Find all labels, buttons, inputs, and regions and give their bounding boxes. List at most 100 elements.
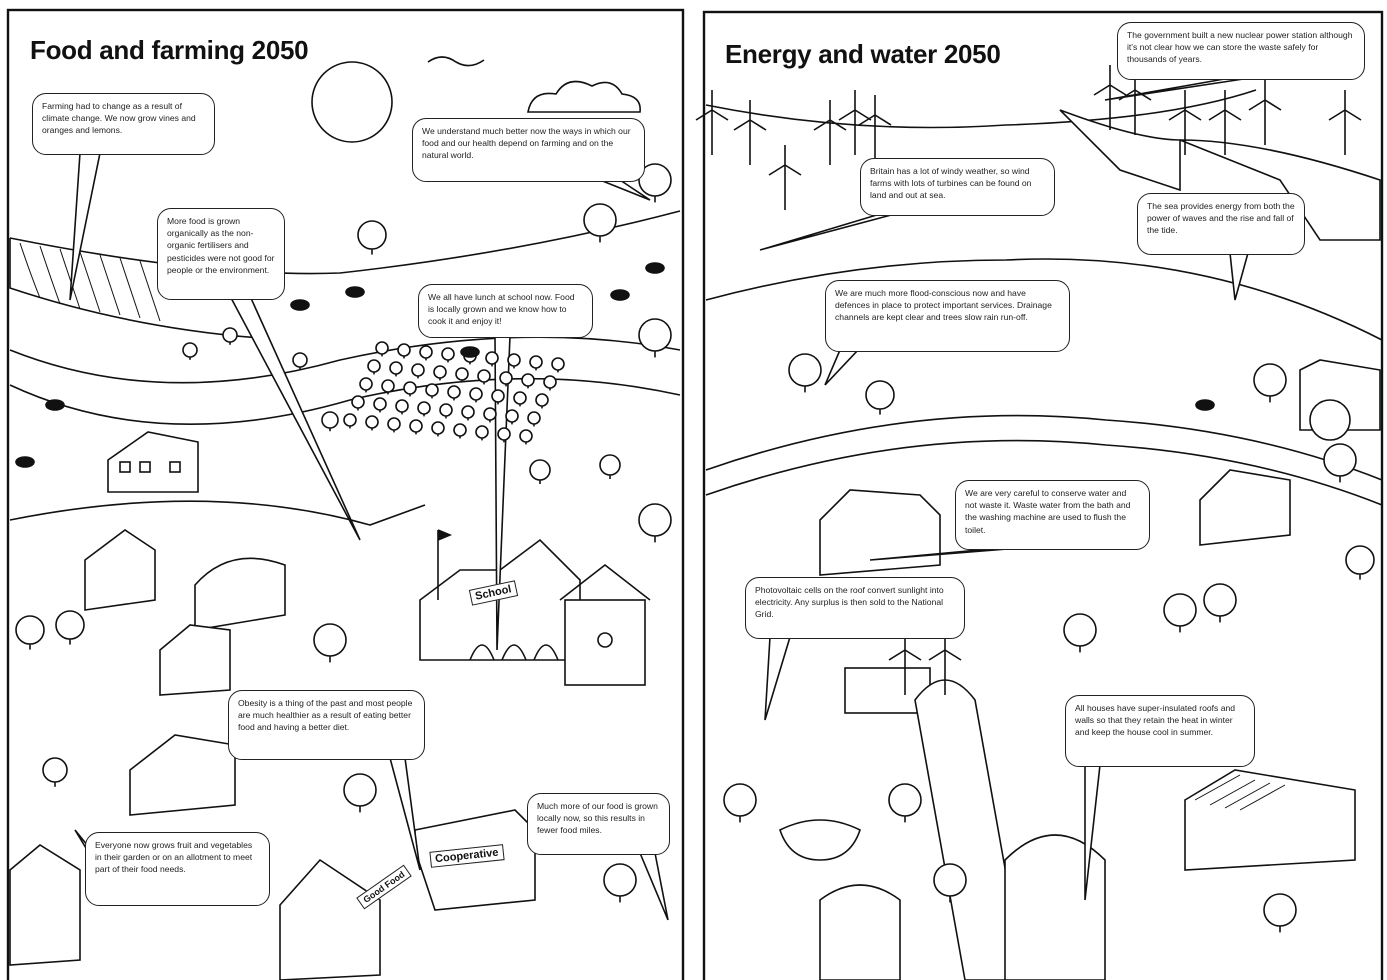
cow bbox=[291, 300, 309, 310]
speech-bubble: More food is grown organically as the no… bbox=[157, 208, 285, 300]
speech-bubble: We are much more flood-conscious now and… bbox=[825, 280, 1070, 352]
tree bbox=[470, 388, 482, 400]
tree bbox=[462, 406, 474, 418]
tree bbox=[1164, 594, 1196, 626]
tree bbox=[16, 616, 44, 644]
tree bbox=[600, 455, 620, 475]
tree bbox=[432, 422, 444, 434]
tree bbox=[484, 408, 496, 420]
panel-title: Energy and water 2050 bbox=[725, 39, 1001, 70]
sun bbox=[312, 62, 392, 142]
tree bbox=[934, 864, 966, 896]
speech-bubble: We understand much better now the ways i… bbox=[412, 118, 645, 182]
tree bbox=[418, 402, 430, 414]
tree bbox=[183, 343, 197, 357]
tree bbox=[43, 758, 67, 782]
tree bbox=[1064, 614, 1096, 646]
road bbox=[10, 501, 425, 525]
bubble-tail bbox=[825, 350, 858, 385]
tree bbox=[293, 353, 307, 367]
tree bbox=[498, 428, 510, 440]
tree bbox=[442, 348, 454, 360]
tree bbox=[789, 354, 821, 386]
tree bbox=[314, 624, 346, 656]
tree bbox=[223, 328, 237, 342]
cow bbox=[1196, 400, 1214, 410]
bird bbox=[428, 57, 484, 66]
tree bbox=[478, 370, 490, 382]
tree bbox=[404, 382, 416, 394]
cow bbox=[646, 263, 664, 273]
speech-bubble: Britain has a lot of windy weather, so w… bbox=[860, 158, 1055, 216]
tree bbox=[344, 774, 376, 806]
tree bbox=[584, 204, 616, 236]
tree bbox=[398, 344, 410, 356]
tree bbox=[360, 378, 372, 390]
tree bbox=[552, 358, 564, 370]
bubble-tail bbox=[760, 214, 895, 250]
speech-bubble: Obesity is a thing of the past and most … bbox=[228, 690, 425, 760]
tree bbox=[530, 460, 550, 480]
tree bbox=[514, 392, 526, 404]
tree bbox=[508, 354, 520, 366]
tree bbox=[1324, 444, 1356, 476]
tree bbox=[382, 380, 394, 392]
speech-bubble: Much more of our food is grown locally n… bbox=[527, 793, 670, 855]
tree bbox=[1264, 894, 1296, 926]
cloud bbox=[528, 82, 640, 113]
tree bbox=[520, 430, 532, 442]
dam-wall bbox=[706, 416, 1382, 480]
speech-bubble: We are very careful to conserve water an… bbox=[955, 480, 1150, 550]
houses bbox=[10, 625, 535, 980]
tree bbox=[544, 376, 556, 388]
tree bbox=[448, 386, 460, 398]
tree bbox=[536, 394, 548, 406]
tree bbox=[440, 404, 452, 416]
tree bbox=[454, 424, 466, 436]
tree bbox=[352, 396, 364, 408]
tree bbox=[368, 360, 380, 372]
tree bbox=[358, 221, 386, 249]
school bbox=[420, 530, 650, 685]
tree bbox=[639, 504, 671, 536]
tree bbox=[476, 426, 488, 438]
bubble-tail bbox=[1105, 78, 1250, 100]
speech-bubble: We all have lunch at school now. Food is… bbox=[418, 284, 593, 338]
tree bbox=[486, 352, 498, 364]
tree bbox=[530, 356, 542, 368]
tree bbox=[724, 784, 756, 816]
furrows bbox=[20, 243, 160, 321]
bubble-tail bbox=[390, 758, 420, 870]
speech-bubble: Everyone now grows fruit and vegetables … bbox=[85, 832, 270, 906]
hill bbox=[10, 211, 680, 274]
speech-bubble: Farming had to change as a result of cli… bbox=[32, 93, 215, 155]
tree bbox=[1204, 584, 1236, 616]
bubble-tail bbox=[640, 853, 668, 920]
tree bbox=[322, 412, 338, 428]
tree bbox=[366, 416, 378, 428]
tree bbox=[639, 319, 671, 351]
tree bbox=[412, 364, 424, 376]
tree bbox=[500, 372, 512, 384]
tree bbox=[376, 342, 388, 354]
speech-bubble: All houses have super-insulated roofs an… bbox=[1065, 695, 1255, 767]
cow bbox=[461, 347, 479, 357]
tree bbox=[492, 390, 504, 402]
tree bbox=[528, 412, 540, 424]
speech-bubble: The sea provides energy from both the po… bbox=[1137, 193, 1305, 255]
tree bbox=[390, 362, 402, 374]
farmhouse bbox=[108, 432, 198, 492]
river-bank bbox=[10, 337, 680, 383]
tree bbox=[410, 420, 422, 432]
tree bbox=[604, 864, 636, 896]
speech-bubble: Photovoltaic cells on the roof convert s… bbox=[745, 577, 965, 639]
tree bbox=[456, 368, 468, 380]
tree bbox=[866, 381, 894, 409]
power-station bbox=[1060, 110, 1180, 190]
tree bbox=[434, 366, 446, 378]
tree bbox=[420, 346, 432, 358]
tree bbox=[1254, 364, 1286, 396]
barn bbox=[85, 530, 285, 630]
cow bbox=[46, 400, 64, 410]
tree bbox=[522, 374, 534, 386]
